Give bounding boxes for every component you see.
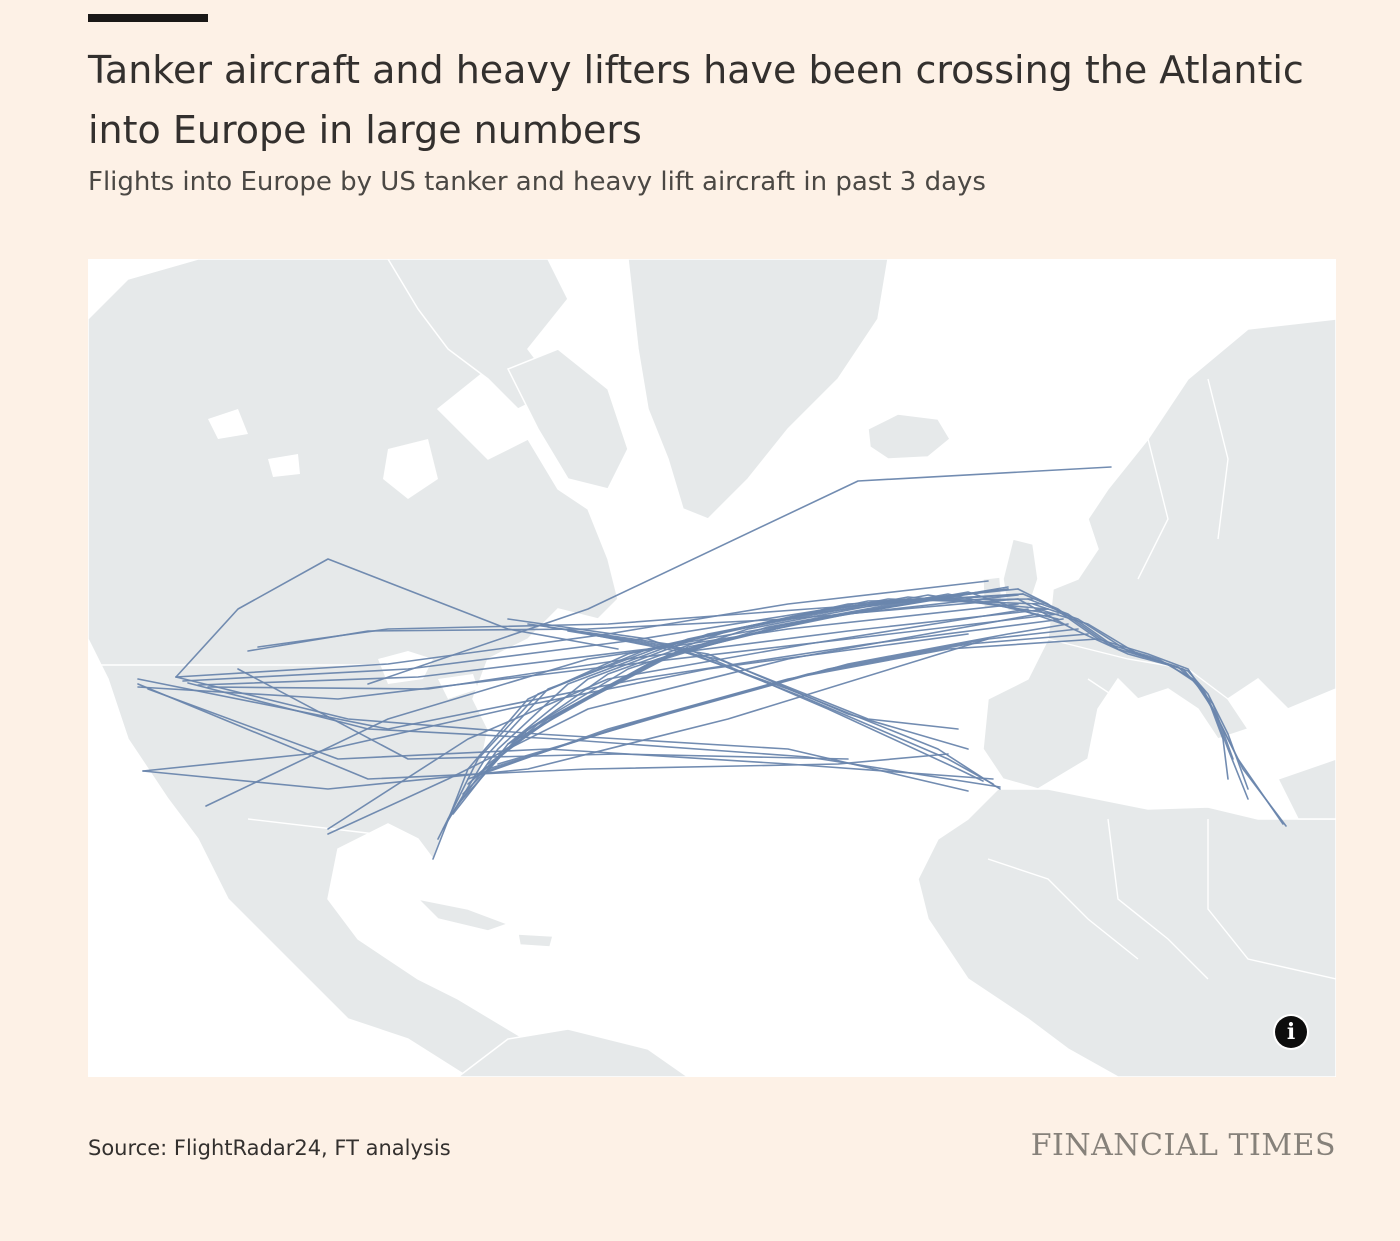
flight-path: [137, 683, 949, 780]
flight-path: [327, 608, 1029, 830]
flight-path: [137, 613, 1059, 700]
flight-path: [327, 613, 1039, 835]
europe: [982, 318, 1336, 790]
top-rule: [88, 14, 208, 22]
africa: [917, 788, 1336, 1077]
flight-paths: [137, 466, 1287, 860]
flight-path: [547, 626, 984, 782]
flight-path: [1037, 608, 1249, 790]
chart-subtitle: Flights into Europe by US tanker and hea…: [88, 167, 986, 197]
flight-path: [175, 558, 619, 678]
middle-east: [1276, 758, 1336, 820]
south-america: [456, 1028, 690, 1077]
flight-path: [587, 633, 959, 730]
landmasses: [88, 259, 1336, 1077]
flight-path: [187, 682, 1001, 788]
flight-path: [237, 668, 849, 760]
source-note: Source: FlightRadar24, FT analysis: [88, 1136, 451, 1160]
flight-path: [205, 603, 1019, 807]
flight-path: [507, 618, 1001, 790]
cuba: [415, 897, 511, 932]
flight-path: [507, 586, 1009, 745]
flight-path: [142, 638, 989, 790]
flight-path: [367, 466, 1112, 685]
map-svg: [88, 259, 1336, 1077]
hispaniola: [517, 933, 554, 948]
borders: [88, 378, 1336, 980]
iceland: [867, 413, 951, 460]
flight-map[interactable]: [88, 259, 1336, 1077]
baffin-island: [506, 348, 629, 490]
flight-path: [527, 623, 994, 785]
flight-path: [1017, 598, 1234, 760]
greenland: [627, 259, 889, 520]
flight-path: [497, 623, 1069, 765]
chart-title: Tanker aircraft and heavy lifters have b…: [88, 48, 1304, 152]
info-icon[interactable]: i: [1275, 1016, 1307, 1048]
brand-logo: FINANCIAL TIMES: [1030, 1128, 1336, 1163]
